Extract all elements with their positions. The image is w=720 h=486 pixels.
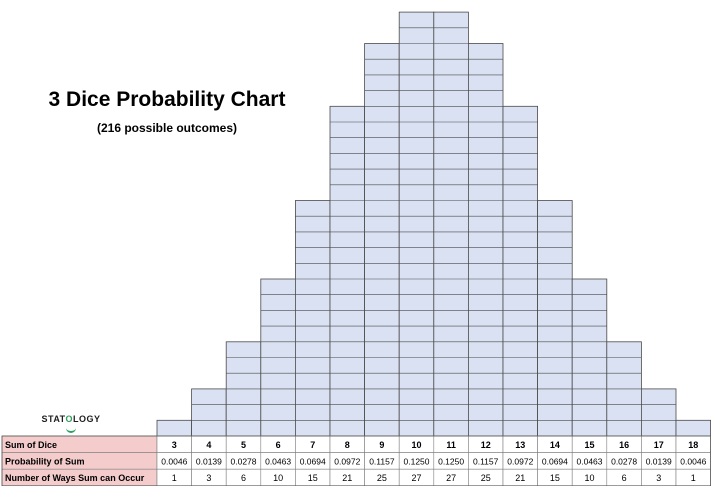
ways-label-10: 27 bbox=[411, 473, 421, 483]
ways-label-16: 6 bbox=[622, 473, 627, 483]
probability-label-7: 0.0694 bbox=[300, 456, 326, 466]
bar-14 bbox=[537, 200, 573, 437]
bar-12 bbox=[467, 43, 504, 437]
tick-label-6: 6 bbox=[276, 440, 281, 450]
chart-title: 3 Dice Probability Chart bbox=[48, 88, 286, 111]
probability-label-5: 0.0278 bbox=[231, 456, 257, 466]
tick-label-8: 8 bbox=[345, 440, 350, 450]
tick-label-13: 13 bbox=[515, 440, 525, 450]
bar-9 bbox=[364, 43, 400, 437]
bar-13 bbox=[502, 105, 538, 437]
ways-label-9: 25 bbox=[377, 473, 387, 483]
tick-label-3: 3 bbox=[172, 440, 177, 450]
bar-18 bbox=[675, 419, 711, 437]
table-row-label: Number of Ways Sum can Occur bbox=[5, 473, 145, 483]
probability-label-10: 0.1250 bbox=[404, 456, 430, 466]
ways-label-15: 10 bbox=[584, 473, 594, 483]
probability-label-11: 0.1250 bbox=[438, 456, 464, 466]
probability-label-12: 0.1157 bbox=[473, 456, 499, 466]
logo-smile-icon bbox=[66, 426, 76, 433]
tick-label-18: 18 bbox=[688, 440, 698, 450]
ways-label-11: 27 bbox=[446, 473, 456, 483]
ways-label-5: 6 bbox=[241, 473, 246, 483]
probability-label-3: 0.0046 bbox=[161, 456, 187, 466]
probability-label-4: 0.0139 bbox=[196, 456, 222, 466]
ways-label-8: 21 bbox=[342, 473, 352, 483]
bar-17 bbox=[641, 388, 677, 437]
bar-10 bbox=[398, 11, 435, 437]
ways-label-4: 3 bbox=[206, 473, 211, 483]
bar-11 bbox=[433, 11, 469, 437]
probability-label-16: 0.0278 bbox=[611, 456, 637, 466]
logo-text-post: LOGY bbox=[73, 414, 101, 424]
tick-label-5: 5 bbox=[241, 440, 246, 450]
tick-label-11: 11 bbox=[446, 440, 456, 450]
tick-label-17: 17 bbox=[654, 440, 664, 450]
tick-label-9: 9 bbox=[379, 440, 384, 450]
probability-label-8: 0.0972 bbox=[334, 456, 360, 466]
tick-label-12: 12 bbox=[481, 440, 491, 450]
ways-label-17: 3 bbox=[656, 473, 661, 483]
logo-text-o: O bbox=[65, 414, 73, 424]
tick-label-14: 14 bbox=[550, 440, 560, 450]
bar-3 bbox=[156, 419, 192, 437]
ways-label-12: 25 bbox=[481, 473, 491, 483]
ways-label-6: 10 bbox=[273, 473, 283, 483]
ways-label-3: 1 bbox=[172, 473, 177, 483]
ways-label-7: 15 bbox=[308, 473, 318, 483]
bar-4 bbox=[191, 388, 227, 437]
table-row-label: Sum of Dice bbox=[5, 440, 57, 450]
tick-label-7: 7 bbox=[310, 440, 315, 450]
probability-label-14: 0.0694 bbox=[542, 456, 568, 466]
tick-label-4: 4 bbox=[206, 440, 211, 450]
probability-label-17: 0.0139 bbox=[646, 456, 672, 466]
ways-label-18: 1 bbox=[691, 473, 696, 483]
bar-7 bbox=[294, 200, 331, 437]
statology-logo: STATOLOGY bbox=[36, 414, 106, 433]
ways-label-14: 15 bbox=[550, 473, 560, 483]
probability-label-13: 0.0972 bbox=[507, 456, 533, 466]
tick-label-10: 10 bbox=[411, 440, 421, 450]
probability-label-6: 0.0463 bbox=[265, 456, 291, 466]
logo-text-pre: STAT bbox=[41, 414, 66, 424]
probability-label-9: 0.1157 bbox=[369, 456, 395, 466]
chart-subtitle: (216 possible outcomes) bbox=[96, 121, 238, 135]
probability-label-15: 0.0463 bbox=[577, 456, 603, 466]
probability-label-18: 0.0046 bbox=[680, 456, 706, 466]
ways-label-13: 21 bbox=[515, 473, 525, 483]
table-row-label: Probability of Sum bbox=[5, 456, 85, 466]
tick-label-15: 15 bbox=[584, 440, 594, 450]
tick-label-16: 16 bbox=[619, 440, 629, 450]
bar-8 bbox=[329, 105, 365, 437]
